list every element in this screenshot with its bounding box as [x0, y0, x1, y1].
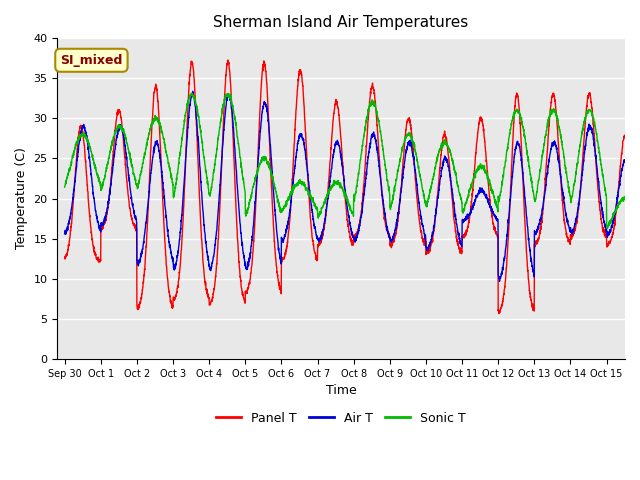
Panel T	[621, 132, 628, 138]
Panel T	[610, 224, 618, 230]
Line: Air T: Air T	[65, 91, 625, 281]
Air T	[276, 251, 284, 256]
Sonic T	[61, 184, 68, 190]
Panel T	[276, 286, 284, 292]
Air T	[300, 142, 308, 147]
Sonic T	[621, 195, 628, 201]
Panel T	[158, 174, 166, 180]
Y-axis label: Temperature (C): Temperature (C)	[15, 147, 28, 250]
Line: Sonic T: Sonic T	[65, 94, 625, 228]
Panel T	[224, 57, 232, 63]
Sonic T	[610, 212, 618, 217]
Air T	[610, 215, 618, 220]
Panel T	[495, 311, 503, 316]
Sonic T	[276, 203, 284, 209]
Panel T	[300, 100, 308, 106]
Air T	[495, 278, 503, 284]
Panel T	[125, 194, 132, 200]
Air T	[61, 231, 68, 237]
Air T	[189, 88, 196, 94]
Air T	[621, 158, 628, 164]
Line: Panel T: Panel T	[65, 60, 625, 313]
Panel T	[550, 90, 557, 96]
Sonic T	[550, 107, 557, 112]
Legend: Panel T, Air T, Sonic T: Panel T, Air T, Sonic T	[211, 407, 471, 430]
Air T	[550, 140, 557, 145]
Air T	[125, 173, 132, 179]
X-axis label: Time: Time	[326, 384, 356, 397]
Title: Sherman Island Air Temperatures: Sherman Island Air Temperatures	[213, 15, 468, 30]
Sonic T	[125, 147, 132, 153]
Sonic T	[604, 226, 611, 231]
Sonic T	[188, 91, 196, 96]
Sonic T	[300, 180, 308, 186]
Sonic T	[158, 129, 166, 134]
Air T	[158, 168, 166, 174]
Panel T	[61, 256, 68, 262]
Text: SI_mixed: SI_mixed	[60, 54, 123, 67]
